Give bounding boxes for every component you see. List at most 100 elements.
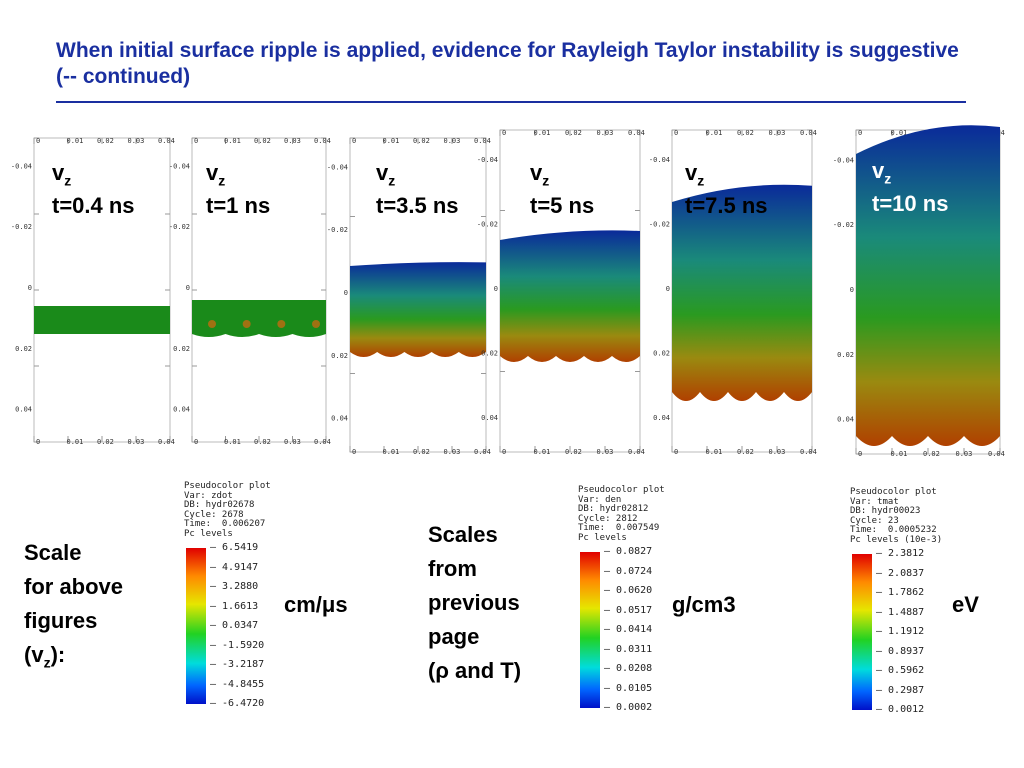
svg-text:0.03: 0.03 bbox=[956, 450, 973, 458]
legend-header-line: Time: 0.006207 bbox=[184, 519, 266, 529]
temperature-color-legend: Pseudocolor plot Var: tmat DB: hydr00023 Cy… bbox=[850, 487, 990, 718]
svg-text:0.02: 0.02 bbox=[923, 450, 940, 458]
legend-tick-label: – -3.2187 bbox=[210, 659, 265, 670]
legend-tick-label: – 0.0414 bbox=[604, 624, 653, 635]
legend-header-line: Time: 0.007549 bbox=[578, 523, 660, 533]
svg-text:0: 0 bbox=[186, 284, 190, 292]
legend-tick-label: – 0.0347 bbox=[210, 620, 259, 631]
legend-header: Pseudocolor plot Var: tmat DB: hydr00023 Cy… bbox=[850, 487, 990, 545]
legend-tick-label: – 0.0105 bbox=[604, 682, 653, 694]
legend-header-line: Time: 0.0005232 bbox=[850, 525, 937, 535]
svg-text:0.01: 0.01 bbox=[534, 129, 551, 137]
svg-text:0.02: 0.02 bbox=[254, 137, 271, 145]
svg-text:0.04: 0.04 bbox=[474, 137, 491, 145]
svg-text:-0.04: -0.04 bbox=[327, 163, 348, 171]
legend-tick-label: – 0.5962 bbox=[876, 665, 925, 676]
svg-text:-0.02: -0.02 bbox=[649, 221, 670, 229]
legend-tick-label: – 0.0012 bbox=[876, 704, 925, 715]
svg-text:-0.02: -0.02 bbox=[11, 223, 32, 231]
svg-text:0.01: 0.01 bbox=[224, 137, 241, 145]
panel-label: vz t=1 ns bbox=[206, 160, 271, 219]
legend-tick-label: – 2.3812 bbox=[876, 548, 925, 559]
svg-text:-0.02: -0.02 bbox=[833, 221, 854, 229]
legend-header-line: Pseudocolor plot bbox=[578, 485, 665, 495]
svg-text:0.03: 0.03 bbox=[597, 448, 614, 456]
svg-text:0.02: 0.02 bbox=[737, 129, 754, 137]
title-underline bbox=[56, 101, 966, 103]
svg-text:0.04: 0.04 bbox=[800, 448, 817, 456]
svg-text:0: 0 bbox=[352, 448, 356, 456]
svg-text:0.04: 0.04 bbox=[173, 406, 190, 414]
svg-text:0: 0 bbox=[194, 137, 198, 145]
svg-text:0.04: 0.04 bbox=[481, 414, 498, 422]
svg-text:0.03: 0.03 bbox=[128, 137, 145, 145]
svg-text:0.02: 0.02 bbox=[97, 438, 114, 446]
density-unit: g/cm3 bbox=[672, 592, 736, 617]
panel-plot: -0.04-0.0200.020.04000.010.010.020.020.0… bbox=[833, 125, 1005, 458]
legend-tick-label: – 0.0208 bbox=[604, 663, 653, 674]
svg-text:0: 0 bbox=[36, 438, 40, 446]
svg-text:0.04: 0.04 bbox=[837, 416, 854, 424]
svg-text:-0.02: -0.02 bbox=[169, 223, 190, 231]
svg-text:0.04: 0.04 bbox=[628, 448, 645, 456]
panel-label: vz t=7.5 ns bbox=[685, 160, 768, 219]
svg-text:0.02: 0.02 bbox=[565, 129, 582, 137]
svg-text:0.04: 0.04 bbox=[314, 137, 331, 145]
slide-title: When initial surface ripple is applied, … bbox=[56, 39, 959, 88]
legend-header-line: DB: hydr00023 bbox=[850, 506, 921, 516]
svg-text:0: 0 bbox=[850, 286, 854, 294]
legend-tick-label: – 6.5419 bbox=[210, 542, 259, 553]
simulation-panel-t7.5: -0.04 -0.02 0 0.02 0.04 0 0 0.01 0.01 0.02 0.02 0.0… bbox=[649, 129, 832, 456]
legend-tick-label: – 2.0837 bbox=[876, 567, 925, 579]
simulation-panel-t5: -0.04 -0.02 0 0.02 0.04 0 0 0.01 0.01 0.02 0.02 0.0… bbox=[477, 129, 650, 456]
svg-text:0.02: 0.02 bbox=[565, 448, 582, 456]
legend-header-line: Pseudocolor plot bbox=[184, 481, 271, 491]
svg-text:0: 0 bbox=[36, 137, 40, 145]
color-bar bbox=[580, 552, 600, 708]
svg-text:-0.04: -0.04 bbox=[477, 156, 498, 164]
svg-text:0: 0 bbox=[28, 284, 32, 292]
legend-header-line: Cycle: 23 bbox=[850, 515, 899, 526]
simulation-panel-t10: -0.04-0.0200.020.04000.010.010.020.020.0… bbox=[833, 124, 1022, 459]
panel-plot: -0.04-0.0200.020.04000.010.010.020.020.0… bbox=[169, 137, 331, 446]
legend-header-line: Cycle: 2812 bbox=[578, 513, 638, 524]
svg-text:0.04: 0.04 bbox=[800, 129, 817, 137]
legend-header: Pseudocolor plot Var: zdot DB: hydr02678 Cy… bbox=[184, 481, 294, 539]
svg-text:0.04: 0.04 bbox=[15, 406, 32, 414]
legend-tick-label: – 0.0002 bbox=[604, 702, 653, 713]
svg-text:0.03: 0.03 bbox=[444, 137, 461, 145]
svg-text:0: 0 bbox=[858, 450, 862, 458]
svg-text:0.03: 0.03 bbox=[128, 438, 145, 446]
svg-text:0: 0 bbox=[502, 448, 506, 456]
svg-text:0.01: 0.01 bbox=[383, 448, 400, 456]
svg-text:0.01: 0.01 bbox=[67, 137, 84, 145]
svg-text:0.02: 0.02 bbox=[837, 351, 854, 359]
legend-tick-label: – -1.5920 bbox=[210, 639, 265, 651]
simulation-panel-t1: -0.04 -0.02 0 0.02 0.04 0 0 0.01 0.01 0.02 0.02 0.0… bbox=[169, 130, 331, 455]
legend-tick-label: – -4.8455 bbox=[210, 678, 265, 690]
legend-tick-label: – 3.2880 bbox=[210, 581, 259, 592]
svg-text:0.02: 0.02 bbox=[173, 345, 190, 353]
svg-text:0.01: 0.01 bbox=[383, 137, 400, 145]
svg-text:0: 0 bbox=[352, 137, 356, 145]
svg-text:-0.04: -0.04 bbox=[649, 156, 670, 164]
panel-label: vz t=10 ns bbox=[872, 158, 949, 217]
legend-tick-label: – 0.2987 bbox=[876, 684, 925, 696]
svg-text:0.04: 0.04 bbox=[474, 448, 491, 456]
legend-header-line: Var: tmat bbox=[850, 496, 899, 507]
svg-text:0.02: 0.02 bbox=[737, 448, 754, 456]
legend-header-line: Pc levels bbox=[184, 528, 233, 539]
legend-tick-label: – 0.0517 bbox=[604, 604, 653, 616]
density-color-legend: Pseudocolor plot Var: den DB: hydr02812 Cyc… bbox=[578, 485, 698, 716]
legend-tick-label: – 1.1912 bbox=[876, 626, 925, 637]
svg-text:0: 0 bbox=[502, 129, 506, 137]
svg-text:0.01: 0.01 bbox=[706, 129, 723, 137]
svg-text:0.02: 0.02 bbox=[15, 345, 32, 353]
color-bar bbox=[852, 554, 872, 710]
svg-text:0.03: 0.03 bbox=[444, 448, 461, 456]
svg-text:0.04: 0.04 bbox=[158, 438, 175, 446]
svg-text:0.03: 0.03 bbox=[284, 438, 301, 446]
svg-text:0: 0 bbox=[674, 448, 678, 456]
velocity-color-legend: Pseudocolor plot Var: zdot DB: hydr02678 Cy… bbox=[184, 481, 294, 712]
panel-plot: -0.04-0.0200.020.04000.010.010.020.020.0… bbox=[477, 129, 645, 456]
